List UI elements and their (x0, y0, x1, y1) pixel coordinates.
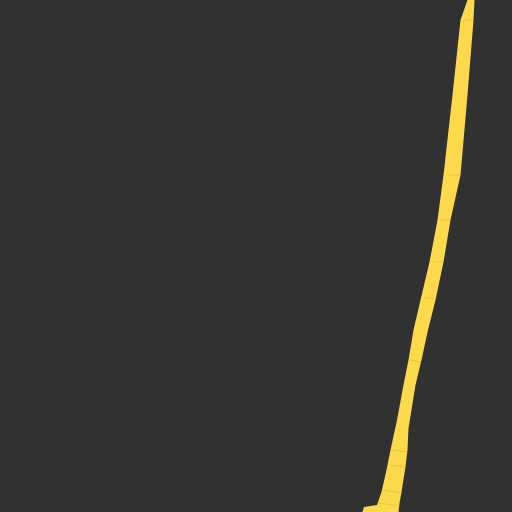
road-segment[interactable] (362, 0, 475, 512)
road-seam (387, 464, 407, 468)
road-feature[interactable] (362, 0, 475, 512)
road-seam (377, 502, 401, 507)
road-seam (390, 449, 408, 453)
road-seams (377, 19, 473, 507)
road-seam (410, 359, 422, 363)
road-seam (382, 489, 403, 494)
